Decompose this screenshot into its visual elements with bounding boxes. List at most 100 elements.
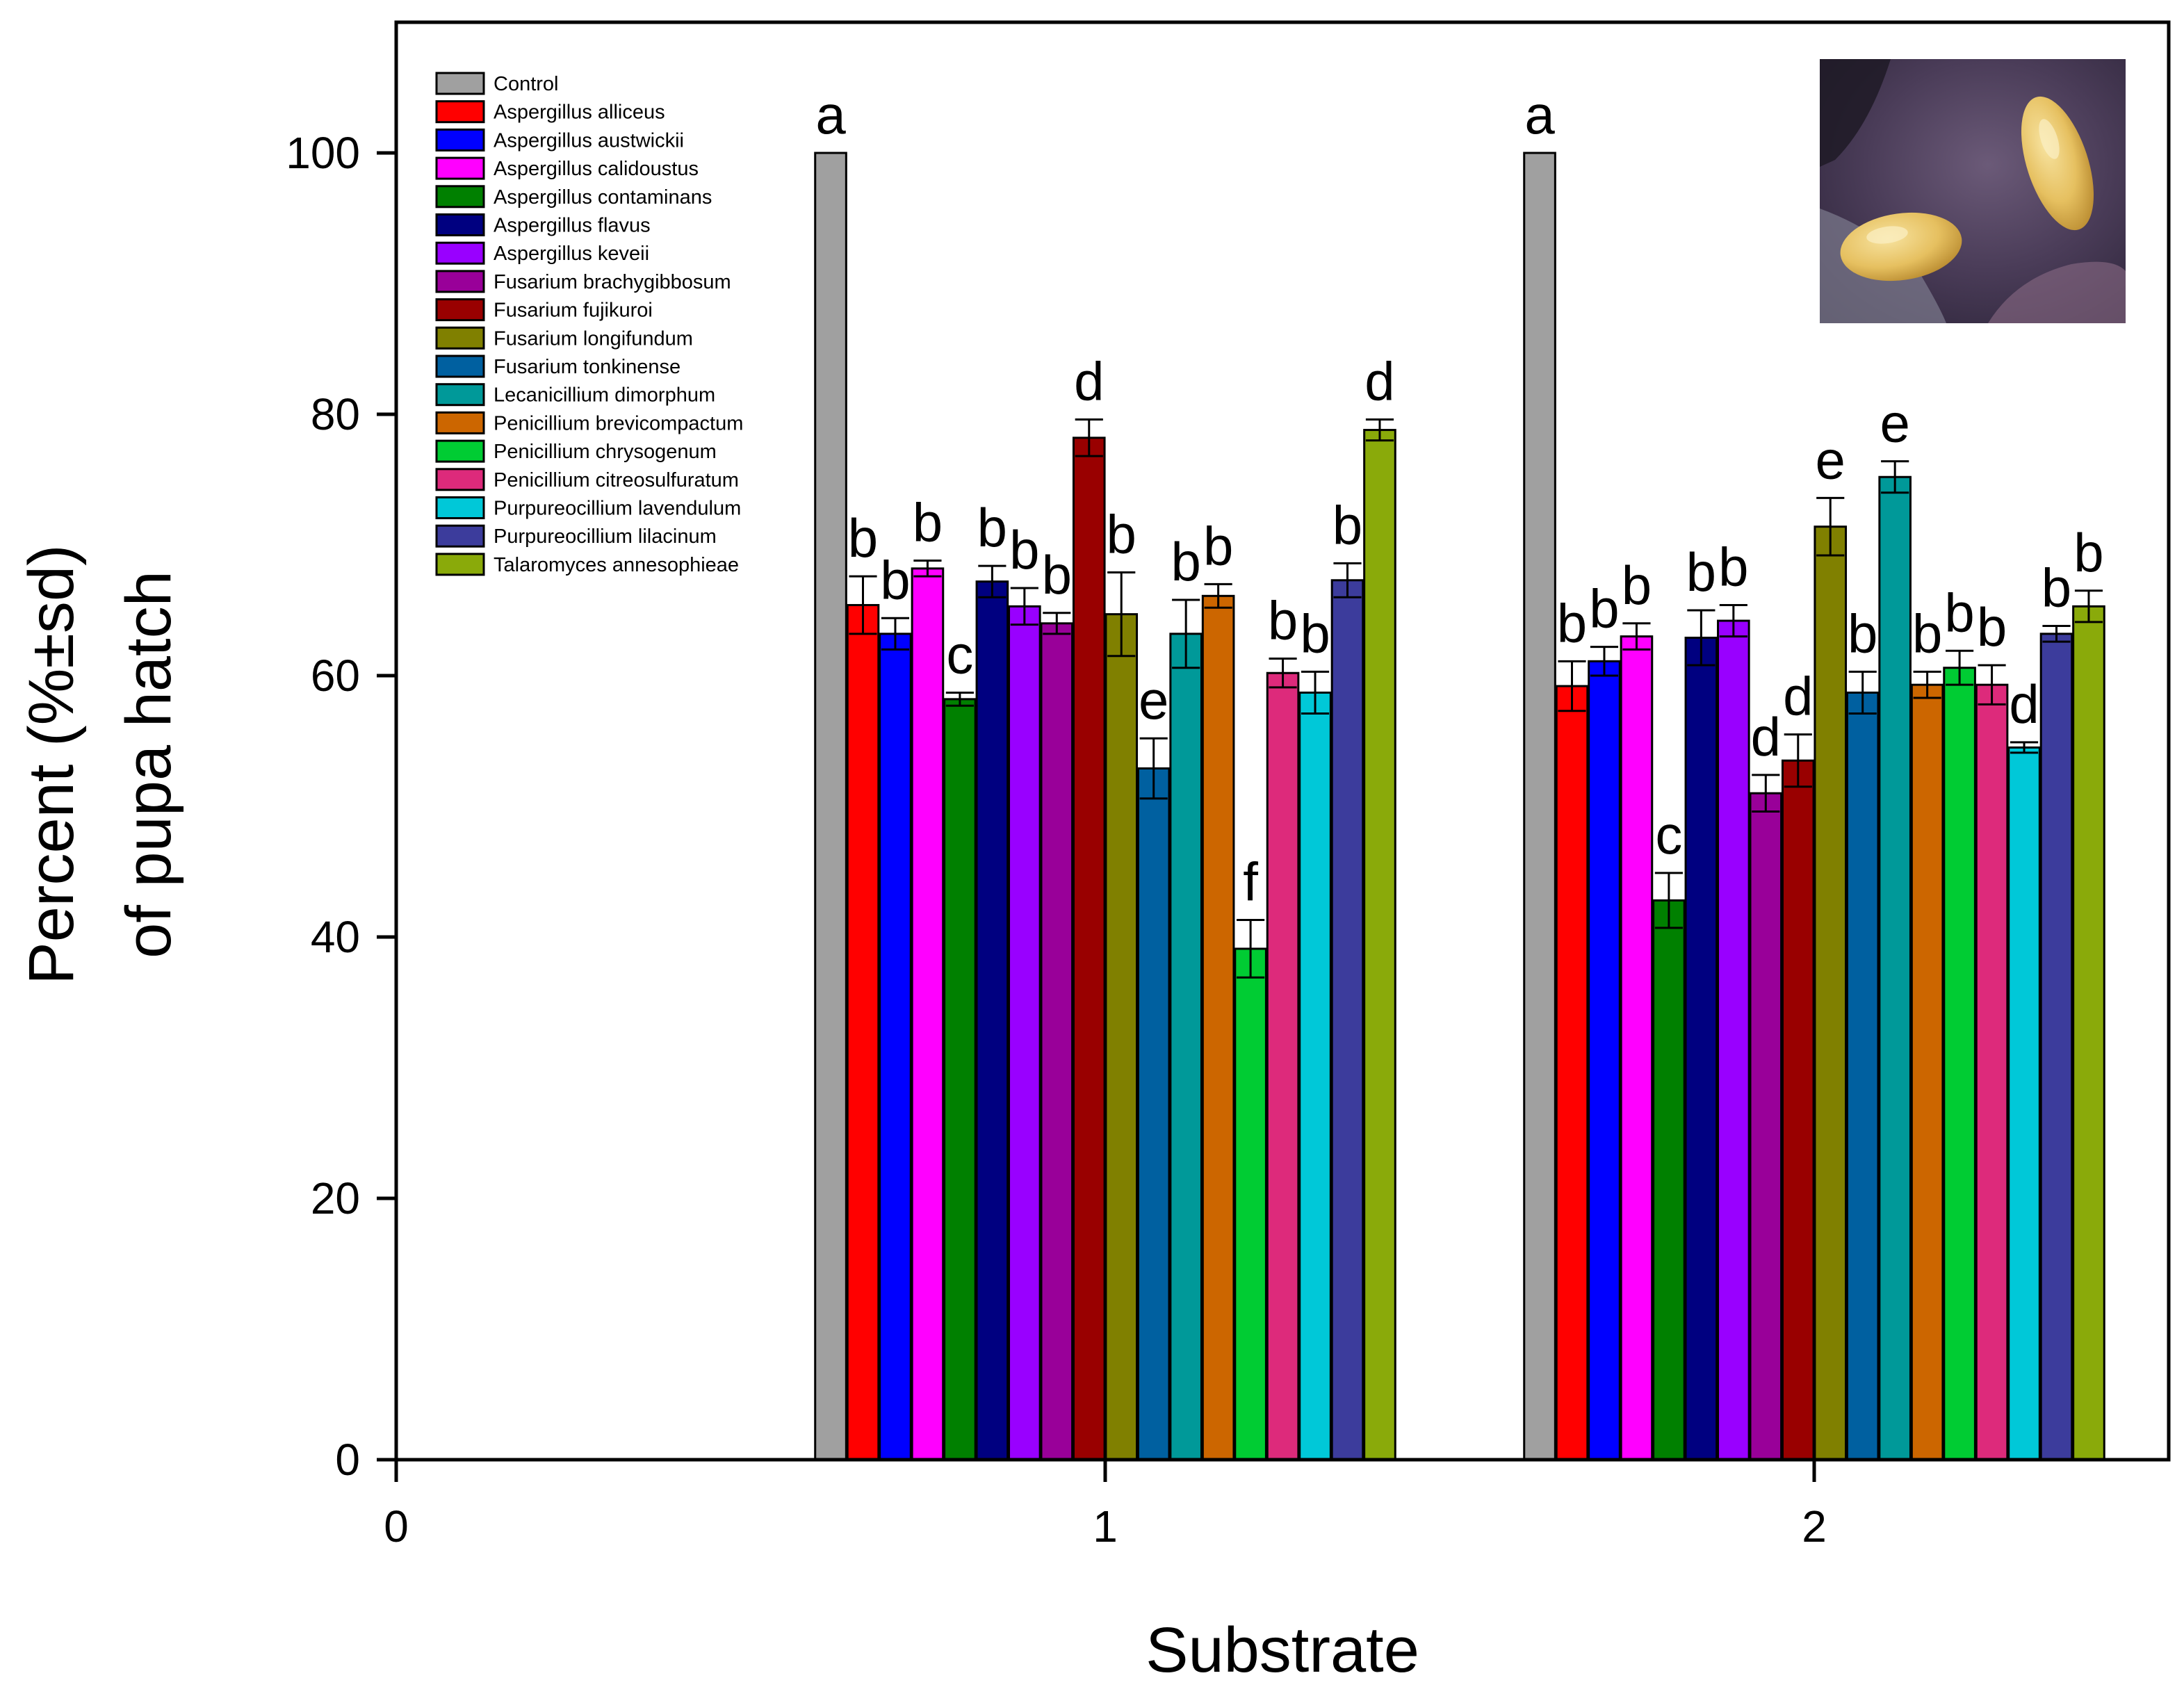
- x-axis: 0 1 2: [384, 1460, 1827, 1551]
- error-bar: [913, 560, 942, 578]
- legend-label: Penicillium brevicompactum: [494, 412, 743, 434]
- significance-letter: b: [2073, 522, 2103, 583]
- error-bars-layer: [849, 418, 2103, 979]
- legend-swatch: [435, 128, 485, 152]
- legend-item: Aspergillus flavus: [435, 213, 651, 237]
- legend-item: Fusarium tonkinense: [435, 354, 681, 378]
- error-bar: [1172, 598, 1200, 669]
- significance-letter: b: [848, 507, 878, 569]
- bar-2-group-1: [879, 633, 912, 1461]
- error-bar: [2074, 589, 2103, 624]
- significance-letter: b: [880, 549, 910, 610]
- error-bar: [1784, 733, 1812, 788]
- error-bar: [1558, 660, 1586, 712]
- error-bar: [1622, 622, 1651, 651]
- bar-16-group-2: [2039, 633, 2073, 1461]
- y-tick-label: 0: [335, 1435, 360, 1485]
- y-axis: 0 20 40 60 80 100: [286, 128, 396, 1485]
- bar-6-group-2: [1717, 619, 1750, 1461]
- bar-15-group-1: [1298, 691, 1332, 1461]
- legend-label: Talaromyces annesophieae: [494, 554, 739, 576]
- legend-swatch: [435, 185, 485, 209]
- error-bar: [1075, 418, 1103, 457]
- error-bar: [1913, 670, 1941, 699]
- y-axis-title-line2: of pupa hatch: [113, 571, 184, 959]
- error-bar: [1881, 460, 1909, 494]
- error-bar: [1010, 587, 1038, 626]
- error-bar: [2010, 741, 2039, 754]
- legend-label: Penicillium citreosulfuratum: [494, 469, 739, 491]
- legend-item: Control: [435, 72, 559, 95]
- bar-10-group-1: [1136, 767, 1171, 1461]
- bar-16-group-1: [1330, 579, 1364, 1461]
- error-bar: [1301, 670, 1330, 715]
- significance-letter: d: [1364, 351, 1394, 412]
- significance-letter: b: [1848, 603, 1877, 664]
- significance-letter: d: [2009, 674, 2039, 735]
- bar-17-group-1: [1363, 429, 1396, 1461]
- bar-7-group-1: [1040, 622, 1074, 1461]
- x-tick-label: 0: [384, 1501, 409, 1551]
- error-bar: [881, 617, 910, 651]
- legend-swatch: [435, 298, 485, 322]
- error-bar: [1848, 670, 1877, 715]
- legend-swatch: [435, 439, 485, 463]
- significance-letter: b: [1333, 494, 1362, 555]
- bar-14-group-1: [1266, 671, 1300, 1461]
- legend: Control Aspergillus alliceus Aspergillus a…: [435, 72, 743, 576]
- significance-letter: b: [1686, 541, 1716, 603]
- legend-item: Aspergillus calidoustus: [435, 156, 699, 180]
- significance-letter: b: [1912, 603, 1942, 664]
- legend-label: Purpureocillium lavendulum: [494, 498, 741, 520]
- significance-letter: b: [1171, 531, 1200, 592]
- plot-frame: [394, 20, 2171, 1462]
- legend-swatch: [435, 354, 485, 378]
- legend-swatch: [435, 100, 485, 124]
- bar-1-group-1: [846, 603, 880, 1461]
- bar-3-group-1: [911, 567, 945, 1461]
- legend-swatch: [435, 326, 485, 350]
- bar-8-group-2: [1781, 759, 1815, 1461]
- legend-label: Fusarium tonkinense: [494, 356, 681, 378]
- legend-swatch: [435, 383, 485, 407]
- error-bar: [1139, 737, 1168, 800]
- significance-letter: c: [1655, 804, 1682, 865]
- legend-swatch: [435, 213, 485, 236]
- bar-9-group-2: [1814, 525, 1848, 1461]
- legend-swatch: [435, 156, 485, 180]
- significance-letter: b: [1042, 544, 1072, 605]
- legend-item: Penicillium chrysogenum: [435, 439, 717, 463]
- legend-label: Aspergillus alliceus: [494, 101, 665, 124]
- significance-letter: b: [1300, 603, 1330, 664]
- y-tick-label: 20: [311, 1173, 360, 1223]
- legend-label: Aspergillus keveii: [494, 243, 649, 265]
- error-bar: [1816, 496, 1845, 557]
- pupa-left: [1840, 212, 1962, 282]
- significance-letter: b: [1268, 590, 1298, 651]
- significance-letter: b: [1107, 503, 1136, 564]
- error-bar: [1946, 649, 1974, 686]
- y-tick-label: 80: [311, 389, 360, 439]
- legend-item: Penicillium brevicompactum: [435, 411, 743, 434]
- legend-item: Aspergillus austwickii: [435, 128, 684, 152]
- legend-swatch: [435, 553, 485, 576]
- significance-letter: a: [1524, 84, 1555, 145]
- pupa-photo-inset: [1820, 59, 2126, 323]
- legend-item: Lecanicillium dimorphum: [435, 383, 715, 407]
- bar-10-group-2: [1845, 691, 1880, 1461]
- legend-label: Fusarium longifundum: [494, 327, 693, 350]
- significance-letter: d: [1751, 706, 1781, 767]
- legend-label: Aspergillus flavus: [494, 215, 651, 237]
- error-bar: [1043, 612, 1071, 635]
- bar-17-group-2: [2072, 605, 2105, 1461]
- bar-15-group-2: [2007, 746, 2041, 1461]
- significance-letter: b: [2042, 557, 2071, 619]
- error-bar: [2042, 625, 2071, 643]
- significance-letter: b: [1557, 592, 1587, 653]
- error-bar: [1269, 658, 1297, 689]
- bar-11-group-1: [1169, 633, 1203, 1461]
- error-bar: [1654, 872, 1683, 929]
- error-bar: [1107, 571, 1136, 658]
